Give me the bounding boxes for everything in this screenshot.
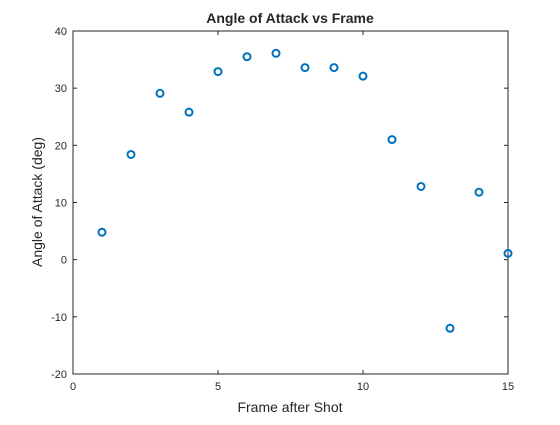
x-tick-label: 5 [215,381,221,393]
data-point [271,48,281,58]
y-axis-label: Angle of Attack (deg) [29,137,45,267]
data-point [503,248,513,258]
x-axis-label: Frame after Shot [237,399,342,415]
y-tick-label: -10 [51,312,67,324]
data-point [155,88,165,98]
data-point [300,63,310,73]
y-tick-label: 30 [55,83,67,95]
data-point [97,227,107,237]
axis-ticks: 0 5 10 15 -20 -10 0 10 20 30 40 [51,26,514,393]
plot-area [72,30,509,375]
data-point [445,323,455,333]
data-points [97,48,513,333]
y-tick-label: 0 [61,255,67,267]
y-tick-label: 10 [55,198,67,210]
data-point [329,63,339,73]
data-point [474,187,484,197]
data-point [126,149,136,159]
y-tick-label: 40 [55,26,67,38]
data-point [242,52,252,62]
x-tick-label: 0 [70,381,76,393]
chart-title: Angle of Attack vs Frame [206,10,374,26]
data-point [387,135,397,145]
data-point [184,107,194,117]
data-point [358,71,368,81]
y-tick-label: -20 [51,369,67,381]
data-point [213,67,223,77]
y-tick-label: 20 [55,140,67,152]
data-point [416,181,426,191]
x-tick-label: 10 [357,381,369,393]
x-tick-label: 15 [502,381,514,393]
